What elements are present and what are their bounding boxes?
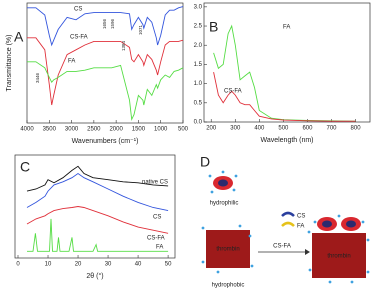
series-label: CS-FA bbox=[70, 35, 88, 41]
x-tick-label: 50 bbox=[165, 262, 172, 268]
x-tick-label: 20 bbox=[75, 262, 82, 268]
y-axis-label: Transmittance (%) bbox=[6, 35, 13, 92]
x-tick-label: 2000 bbox=[109, 127, 123, 133]
x-tick-label: 40 bbox=[135, 262, 142, 268]
panel-label: C bbox=[20, 159, 30, 175]
water-dot bbox=[308, 268, 312, 272]
x-tick-label: 10 bbox=[45, 262, 52, 268]
fa-core bbox=[218, 179, 228, 187]
diagram-d: D hydrophilic thrombin hydrophobic CS FA… bbox=[200, 154, 366, 289]
series-line bbox=[213, 72, 356, 122]
x-tick-label: 1000 bbox=[154, 127, 168, 133]
hydrophilic-label: hydrophilic bbox=[210, 201, 239, 207]
x-tick-label: 3500 bbox=[43, 127, 57, 133]
panel-label: A bbox=[14, 29, 24, 45]
plot-frame bbox=[203, 2, 371, 123]
y-tick-label: 0.5 bbox=[194, 100, 203, 106]
fa-core bbox=[346, 220, 356, 228]
thrombin-box bbox=[206, 230, 250, 268]
series-label: CS bbox=[153, 215, 161, 221]
x-tick-label: 300 bbox=[230, 126, 241, 132]
x-tick-label: 30 bbox=[105, 262, 112, 268]
x-axis-label: 2θ (°) bbox=[86, 272, 103, 280]
water-dot bbox=[210, 190, 214, 194]
arrow-label: CS-FA bbox=[273, 244, 291, 250]
x-tick-label: 3000 bbox=[65, 127, 79, 133]
cs-key-icon bbox=[281, 211, 295, 217]
x-axis-label: Wavenumbers (cm⁻¹) bbox=[72, 138, 139, 145]
water-dot bbox=[201, 260, 205, 264]
thrombin-box bbox=[312, 233, 366, 278]
key-label: FA bbox=[297, 224, 304, 230]
series-line bbox=[213, 24, 356, 122]
x-tick-label: 0 bbox=[16, 262, 20, 268]
y-tick-label: 1.0 bbox=[194, 81, 203, 87]
series-label: FA bbox=[156, 245, 163, 251]
water-dot bbox=[232, 188, 236, 192]
water-dot bbox=[328, 280, 332, 284]
hydrophobic-label: hydrophobic bbox=[212, 283, 245, 289]
series-label: FA bbox=[283, 25, 290, 31]
y-tick-label: 0.0 bbox=[194, 120, 203, 126]
peak-annotation: 1071 bbox=[138, 24, 143, 35]
water-dot bbox=[216, 270, 220, 274]
plot-frame bbox=[14, 154, 176, 259]
water-dot bbox=[234, 174, 238, 178]
y-tick-label: 3.0 bbox=[194, 4, 203, 10]
water-dot bbox=[307, 230, 311, 234]
series-line bbox=[27, 37, 184, 106]
series-line bbox=[26, 206, 169, 234]
water-dot bbox=[361, 220, 365, 224]
x-tick-label: 4000 bbox=[20, 127, 34, 133]
x-tick-label: 500 bbox=[278, 126, 289, 132]
panel-label: B bbox=[209, 19, 218, 35]
x-tick-label: 400 bbox=[254, 126, 265, 132]
peak-annotation: 1656 bbox=[102, 18, 107, 29]
water-dot bbox=[248, 234, 252, 238]
x-tick-label: 2500 bbox=[87, 127, 101, 133]
plot-frame bbox=[26, 2, 184, 124]
series-line bbox=[27, 61, 184, 122]
water-dot bbox=[366, 238, 370, 242]
peak-annotation: 1596 bbox=[110, 18, 115, 29]
water-dot bbox=[250, 264, 254, 268]
series-label: CS-FA bbox=[224, 89, 242, 95]
y-tick-label: 1.5 bbox=[194, 62, 203, 68]
fa-key-icon bbox=[281, 221, 295, 227]
series-line bbox=[26, 165, 169, 192]
series-line bbox=[27, 218, 169, 252]
x-tick-label: 800 bbox=[351, 126, 362, 132]
water-dot bbox=[221, 170, 225, 174]
series-label: native CS bbox=[142, 180, 168, 186]
x-tick-label: 500 bbox=[178, 127, 189, 133]
series-label: FA bbox=[68, 59, 75, 65]
x-tick-label: 1500 bbox=[132, 127, 146, 133]
series-label: CS-FA bbox=[147, 236, 165, 242]
key-label: CS bbox=[297, 214, 305, 220]
series-line bbox=[27, 6, 184, 47]
water-dot bbox=[337, 214, 341, 218]
series-line bbox=[26, 172, 169, 212]
water-dot bbox=[350, 280, 354, 284]
peak-annotation: 1384 bbox=[121, 40, 126, 51]
x-tick-label: 700 bbox=[326, 126, 337, 132]
water-dot bbox=[208, 174, 212, 178]
fa-core bbox=[322, 220, 332, 228]
protein-label: thrombin bbox=[216, 247, 239, 253]
water-dot bbox=[313, 220, 317, 224]
water-dot bbox=[201, 226, 205, 230]
y-tick-label: 2.0 bbox=[194, 43, 203, 49]
protein-label: thrombin bbox=[327, 254, 350, 260]
arrow-head bbox=[305, 249, 310, 255]
x-axis-label: Wavelength (nm) bbox=[260, 137, 313, 144]
x-tick-label: 200 bbox=[206, 126, 217, 132]
peak-annotation: 3446 bbox=[35, 72, 40, 83]
water-dot bbox=[238, 224, 242, 228]
y-tick-label: 2.5 bbox=[194, 24, 203, 30]
x-tick-label: 600 bbox=[302, 126, 313, 132]
panel-label: D bbox=[200, 154, 210, 170]
water-dot bbox=[366, 270, 370, 274]
series-label: CS bbox=[74, 7, 82, 13]
